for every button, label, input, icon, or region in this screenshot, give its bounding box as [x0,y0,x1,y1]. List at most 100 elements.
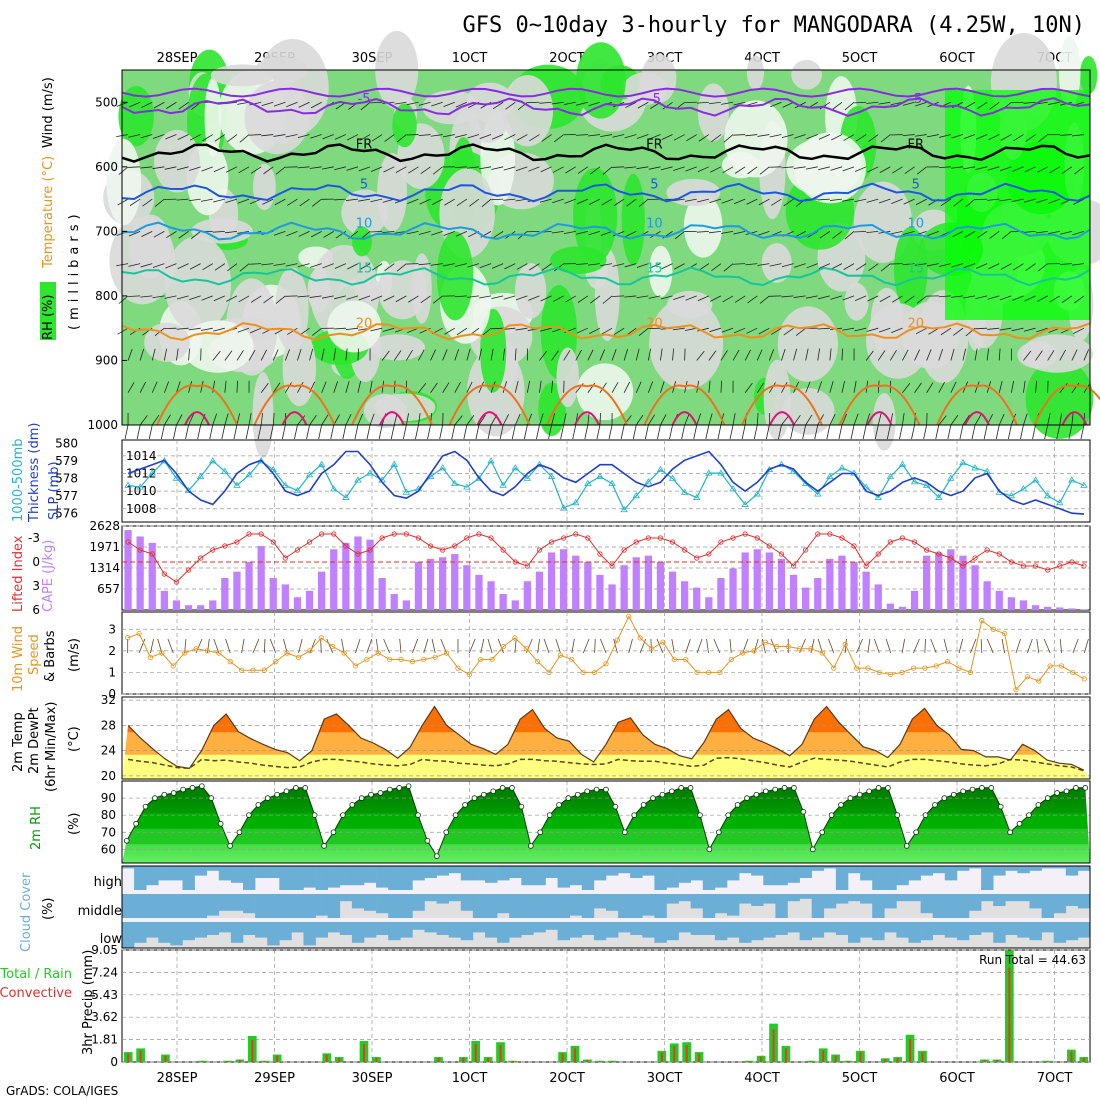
wind-barb [528,166,540,172]
cape-bar [560,549,568,610]
cloud-cell [993,894,1006,906]
wind-barb [878,101,891,105]
wind-barb [345,348,348,361]
rh-blob [191,218,253,244]
wind-barb [490,381,496,393]
precip-panel: 01.813.625.437.249.05 [91,943,1091,1069]
wind-barb [962,348,967,361]
wind-barb [817,381,823,393]
li-point [440,547,446,553]
rh-blob [502,75,554,147]
wind-label-c: & Barbs [43,630,58,682]
wind-barb [987,327,1000,330]
wind-barb [273,230,286,236]
isotherm-25 [156,384,238,426]
cloud-cell [279,922,292,941]
precip-label-c: 3hr Precip (mm) [81,950,96,1055]
wind-barb [1059,638,1062,654]
rh-blob [244,80,310,155]
rh-point [894,812,901,818]
thickness-point [935,493,943,500]
cloud-cell [364,922,377,938]
wind-barb [241,638,245,654]
cloud-cell [993,866,1006,876]
wind-barb [1035,230,1048,234]
wind-barb [213,198,225,203]
wind-barb [612,263,625,267]
rh-point [922,812,929,818]
wind-barb [298,638,303,654]
wind-speed-point [751,648,757,654]
rh-point [997,803,1004,810]
cape-bar [898,606,907,610]
cloud-cell [497,922,510,943]
wind-barb [672,348,674,361]
precip-conv-bar [983,1059,986,1062]
wind-barb [384,134,395,142]
wind-barb [466,415,475,426]
li-point [222,543,228,549]
cloud-cell [267,894,280,918]
cape-bar [451,554,459,610]
temp-unit: (°C) [67,726,82,752]
wind-barb [358,295,371,301]
wind-barb [902,349,909,361]
cloud-cell [1029,866,1042,871]
wind-barb [587,349,594,361]
rh-blob [106,138,142,226]
wind-barb [757,263,770,266]
wind-barb [769,382,776,393]
wind-speed-point [1001,630,1008,637]
cloud-cell [1017,922,1030,938]
cloud-cell [799,866,812,878]
wind-barb [505,101,516,110]
wind-speed-point [796,646,803,652]
li-point [1020,563,1027,569]
cloud-cell [485,894,498,918]
wind-barb [795,327,806,336]
date-label-bottom: 6OCT [939,1071,975,1086]
cloud-cell [642,866,655,876]
thickness-point [898,460,907,467]
cape-bar [221,578,229,610]
surface-barb [899,424,903,440]
cloud-cell [146,866,159,886]
temp-label-b: 2m DewPt [27,707,42,774]
cape-bar [535,571,544,610]
wind-barb [478,414,486,426]
wind-barb [999,166,1012,172]
wind-barb [442,382,450,393]
wind-barb [419,327,431,334]
wind-barb [443,230,455,237]
wind-barb [152,295,165,299]
rh-point [734,802,741,808]
wind-barb [504,263,516,270]
wind-barb [190,231,201,240]
wind-barb [515,166,528,172]
wind-barb [355,638,361,654]
wind-barb [698,263,710,271]
wind-barb [275,295,286,304]
cape-bar [668,571,677,610]
wind-barb [975,263,988,269]
cape-bar [366,539,374,610]
wind-barb [539,380,542,393]
rh-point [838,802,844,808]
wind-barb [141,101,153,108]
wind-barb [454,166,467,169]
wind-barb [697,295,710,302]
wind-speed-point [523,646,529,652]
rh-point [142,803,149,810]
surface-barb [511,424,516,440]
wind-speed-point [478,656,484,663]
cloud-cell [751,894,764,906]
wind-barb [139,381,146,393]
wind-barb [828,638,835,654]
li-point [548,539,555,545]
wind-barb [662,101,673,110]
isotherm-30 [964,411,990,426]
wind-barb [841,413,848,426]
wind-barb [443,101,455,107]
wind-barb [539,413,544,426]
cloud-cell [1065,894,1079,906]
